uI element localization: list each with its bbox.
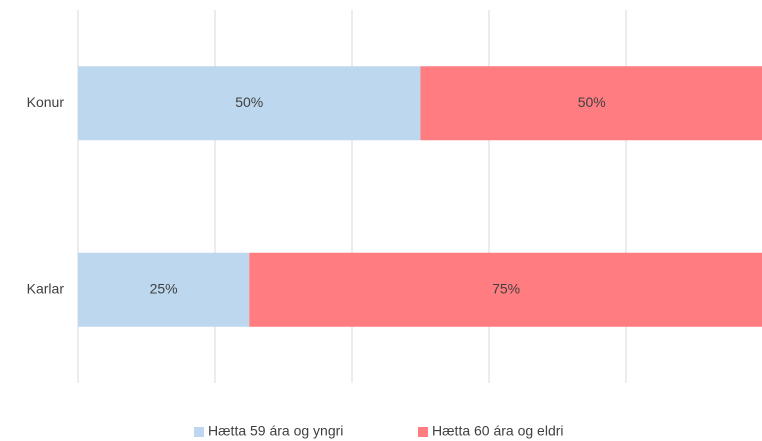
bar-segment [78, 66, 421, 141]
bar-segment [78, 252, 250, 327]
data-label: 75% [492, 280, 520, 296]
data-label: 50% [578, 94, 606, 110]
y-tick-label: Konur [27, 94, 65, 110]
legend-swatch [418, 427, 428, 437]
legend-label: Hætta 59 ára og yngri [208, 423, 343, 439]
legend-swatch [194, 427, 204, 437]
bar-segment [249, 252, 762, 327]
data-label: 50% [235, 94, 263, 110]
legend-label: Hætta 60 ára og eldri [432, 423, 564, 439]
y-tick-label: Karlar [27, 280, 65, 296]
data-label: 25% [150, 280, 178, 296]
bar-segment [420, 66, 762, 141]
